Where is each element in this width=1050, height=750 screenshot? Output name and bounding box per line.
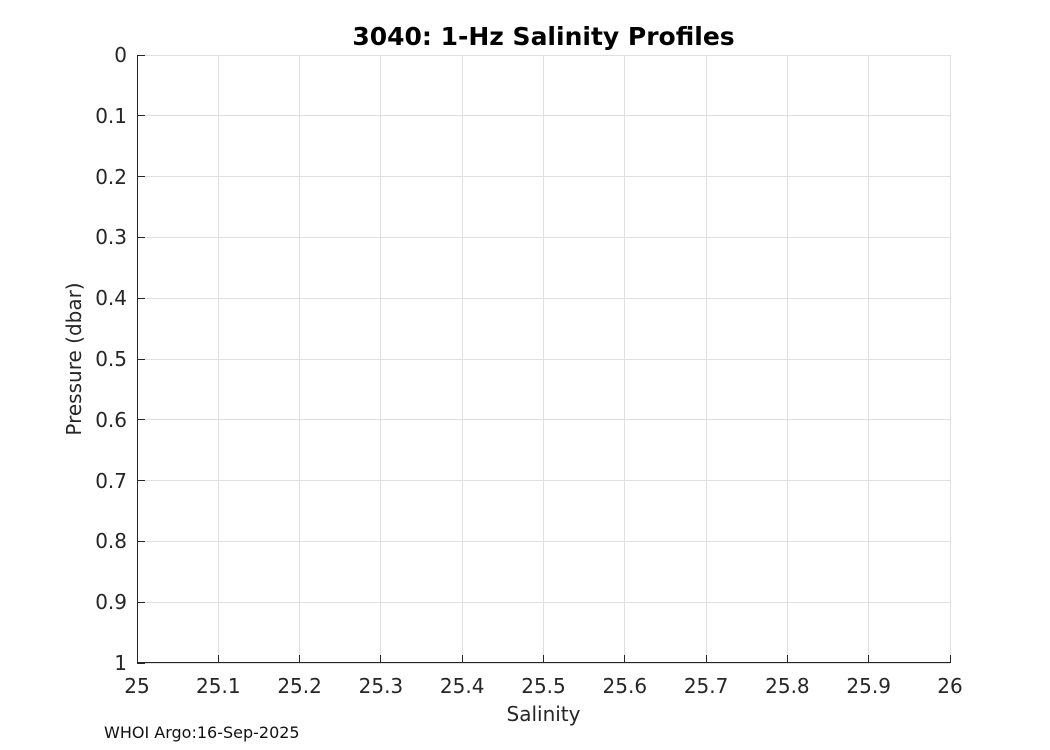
x-tick-mark — [380, 655, 382, 663]
chart-title: 3040: 1-Hz Salinity Profiles — [352, 22, 735, 51]
x-tick-label: 25.4 — [439, 674, 485, 698]
y-tick-label: 0.5 — [95, 347, 127, 371]
plot-area: 25 25.1 25.2 25.3 25.4 25.5 25.6 25.7 25.8 25.9 26… — [95, 43, 963, 698]
y-axis-label: Pressure (dbar) — [62, 282, 86, 436]
x-tick-mark — [868, 655, 870, 663]
x-tick-label: 25 — [124, 674, 150, 698]
x-tick-label: 25.8 — [765, 674, 810, 698]
x-axis-label: Salinity — [506, 702, 581, 726]
x-tick-mark — [543, 655, 544, 663]
y-tick-label: 0.1 — [95, 103, 127, 128]
y-tick-mark — [137, 115, 145, 117]
gridline-vertical — [380, 55, 382, 663]
y-tick-label: 1 — [114, 651, 127, 675]
x-tick-label: 25.7 — [683, 674, 729, 698]
gridline-horizontal — [137, 419, 950, 421]
y-axis-spine — [137, 55, 138, 663]
x-tick-label: 25.6 — [602, 674, 648, 698]
y-tick-label: 0.6 — [95, 407, 127, 432]
footer-annotation: WHOI Argo:16-Sep-2025 — [104, 723, 300, 742]
gridline-vertical — [868, 55, 870, 663]
gridline-horizontal — [137, 540, 950, 542]
gridline-horizontal — [137, 358, 950, 360]
gridline-vertical — [299, 55, 301, 663]
gridline-vertical — [624, 55, 626, 663]
x-tick-label: 26 — [937, 674, 963, 698]
y-tick-mark — [137, 297, 145, 299]
y-tick-label: 0.7 — [95, 468, 127, 493]
y-tick-mark — [137, 358, 145, 360]
gridline-horizontal — [137, 297, 950, 299]
y-tick-mark — [137, 480, 145, 482]
x-tick-mark — [949, 655, 951, 663]
y-tick-label: 0.3 — [95, 225, 127, 250]
gridline-vertical — [786, 55, 788, 663]
gridline-vertical — [217, 55, 219, 663]
gridline-horizontal — [137, 54, 950, 56]
x-tick-label: 25.2 — [277, 674, 322, 698]
x-tick-label: 25.9 — [846, 674, 891, 698]
y-tick-mark — [137, 601, 145, 603]
y-tick-mark — [137, 662, 145, 664]
x-tick-mark — [461, 655, 463, 663]
x-tick-mark — [299, 655, 301, 663]
x-tick-mark — [705, 655, 707, 663]
y-tick-mark — [137, 54, 145, 56]
gridline-horizontal — [137, 601, 950, 603]
y-tick-label: 0 — [114, 43, 127, 67]
gridline-horizontal — [137, 115, 950, 117]
y-tick-mark — [137, 419, 145, 421]
x-tick-label: 25.1 — [196, 674, 241, 698]
gridline-vertical — [543, 55, 544, 663]
y-tick-label: 0.8 — [95, 529, 127, 554]
x-tick-label: 25.3 — [358, 674, 404, 698]
gridline-vertical — [705, 55, 707, 663]
x-tick-mark — [786, 655, 788, 663]
x-tick-label: 25.5 — [521, 674, 566, 698]
gridline-horizontal — [137, 176, 950, 178]
y-tick-mark — [137, 540, 145, 542]
gridline-vertical — [949, 55, 951, 663]
x-axis-spine — [137, 662, 950, 663]
y-tick-mark — [137, 236, 145, 238]
gridline-horizontal — [137, 480, 950, 482]
y-tick-mark — [137, 176, 145, 178]
y-tick-label: 0.2 — [95, 164, 127, 189]
y-tick-label: 0.9 — [95, 590, 127, 615]
gridline-vertical — [461, 55, 463, 663]
x-tick-mark — [217, 655, 219, 663]
y-tick-label: 0.4 — [95, 286, 127, 311]
gridline-horizontal — [137, 236, 950, 238]
x-tick-mark — [624, 655, 626, 663]
